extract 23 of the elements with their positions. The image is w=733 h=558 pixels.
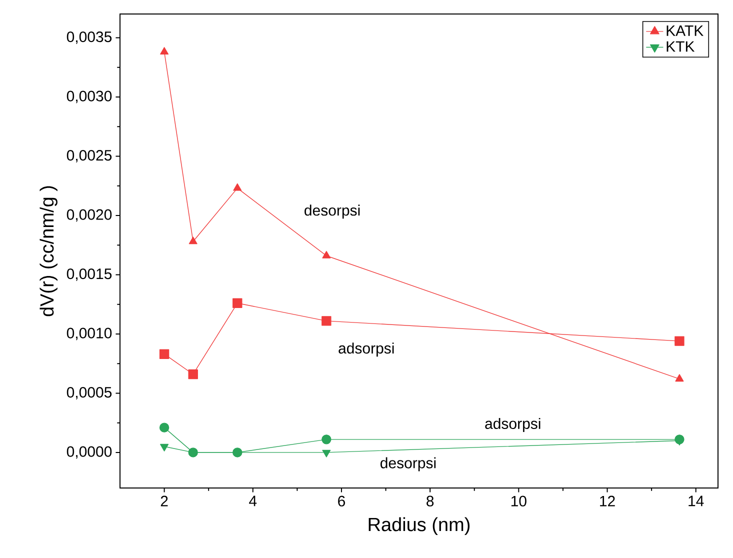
annotation: adsorpsi <box>485 418 540 432</box>
x-tick-label: 14 <box>688 496 704 506</box>
x-tick-label: 10 <box>511 496 526 506</box>
y-tick-label: 0,0025 <box>66 150 112 162</box>
y-axis-title: dV(r) (cc/nm/g ) <box>40 186 58 316</box>
x-tick-label: 12 <box>600 496 615 506</box>
y-tick-label: 0,0015 <box>66 268 112 281</box>
y-tick-label: 0,0005 <box>66 387 112 400</box>
y-tick-label: 0,0035 <box>66 32 112 44</box>
x-tick-label: 2 <box>160 496 168 506</box>
annotation: adsorpsi <box>338 342 394 357</box>
x-tick-label: 6 <box>338 496 345 506</box>
x-tick-label: 4 <box>249 496 257 506</box>
annotation: desorpsi <box>304 204 360 219</box>
y-tick-label: 0,0000 <box>66 446 112 459</box>
legend-label: KTK <box>666 41 695 52</box>
x-tick-label: 8 <box>426 496 434 506</box>
y-tick-label: 0,0010 <box>66 328 112 340</box>
legend-label: KATK <box>666 26 704 36</box>
y-tick-label: 0,0030 <box>66 90 112 104</box>
x-axis-title: Radius (nm) <box>368 517 470 535</box>
annotation: desorpsi <box>380 457 436 472</box>
y-tick-label: 0,0020 <box>66 209 112 222</box>
